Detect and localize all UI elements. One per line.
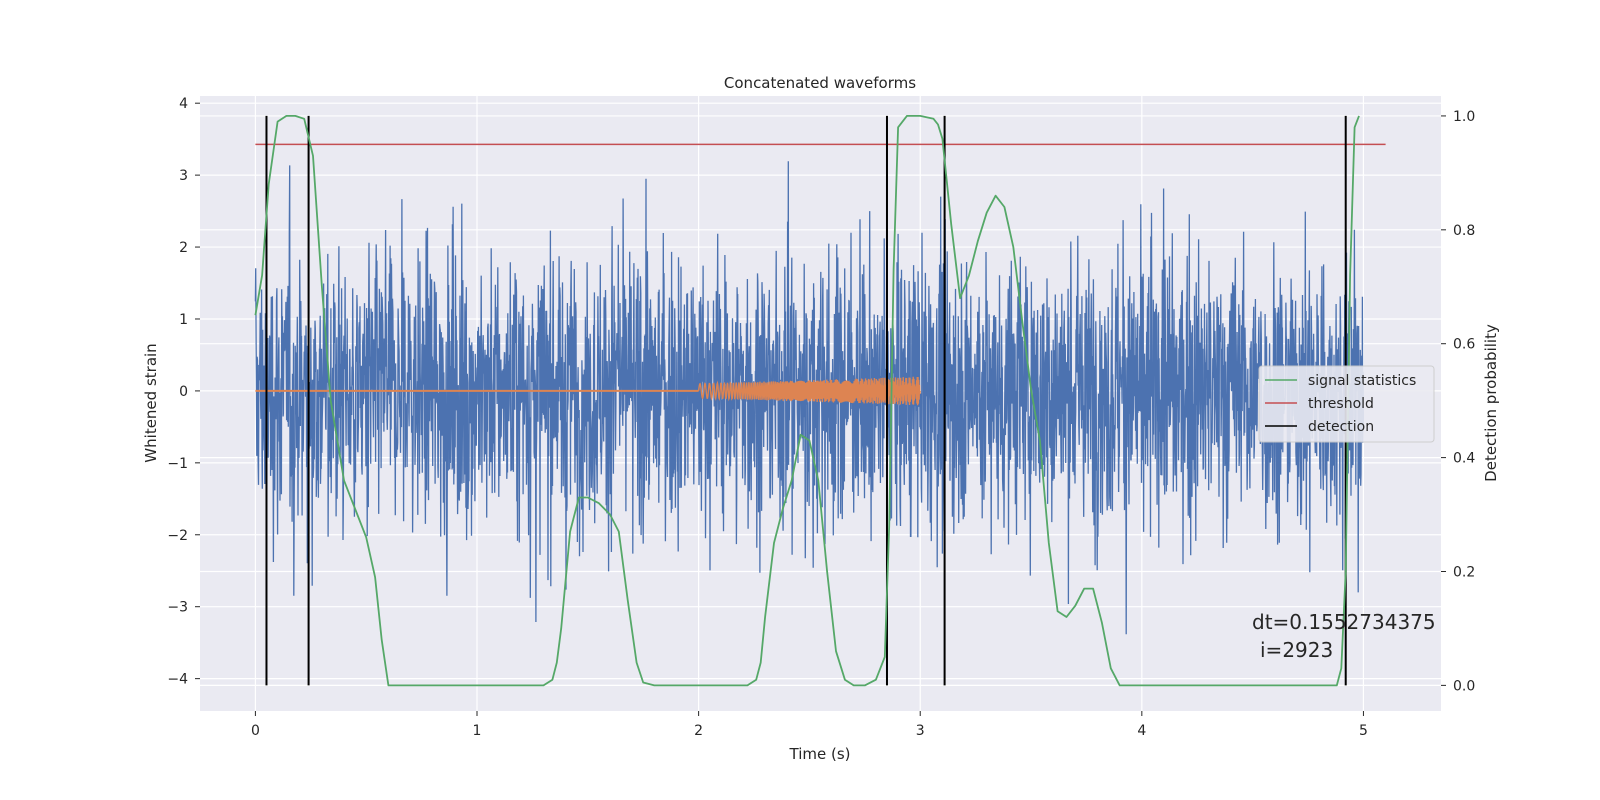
left-y-tick-label: 2 — [179, 240, 188, 256]
x-axis-label: Time (s) — [789, 745, 851, 763]
right-y-axis-label: Detection probability — [1482, 324, 1500, 482]
x-tick-label: 2 — [694, 723, 703, 739]
legend-box — [1258, 365, 1435, 443]
x-tick-label: 1 — [473, 723, 482, 739]
chart-title: Concatenated waveforms — [724, 74, 916, 92]
x-tick-labels: 0 1 2 3 4 5 — [251, 711, 1368, 739]
left-y-tick-label: 3 — [179, 168, 188, 184]
legend-label-signal-statistics: signal statistics — [1308, 373, 1416, 389]
strain-noise-series — [254, 161, 1365, 635]
left-y-tick-labels: −4 −3 −2 −1 0 1 2 3 4 — [167, 96, 200, 688]
right-y-tick-label: 0.8 — [1453, 223, 1475, 239]
waveform-chirp-segment — [697, 376, 921, 406]
right-y-tick-label: 1.0 — [1453, 109, 1475, 125]
legend: signal statistics threshold detection — [1258, 365, 1435, 443]
left-y-axis-label: Whitened strain — [142, 343, 160, 462]
left-y-tick-label: 1 — [179, 312, 188, 328]
left-y-tick-label: 0 — [179, 384, 188, 400]
right-y-tick-label: 0.2 — [1453, 564, 1475, 580]
x-tick-label: 4 — [1137, 723, 1146, 739]
right-y-tick-labels: 0.0 0.2 0.4 0.6 0.8 1.0 — [1441, 109, 1475, 694]
annotation-dt: dt=0.1552734375 — [1252, 610, 1436, 634]
annotation-i: i=2923 — [1260, 638, 1333, 662]
left-y-tick-label: 4 — [179, 96, 188, 112]
signal-statistics-line — [254, 115, 1360, 687]
right-y-tick-label: 0.4 — [1453, 451, 1475, 467]
signal-statistics-series — [254, 115, 1360, 687]
left-y-tick-label: −2 — [167, 528, 188, 544]
left-y-tick-label: −4 — [167, 672, 188, 688]
x-tick-label: 3 — [916, 723, 925, 739]
x-tick-label: 0 — [251, 723, 260, 739]
strain-noise-line — [254, 161, 1365, 635]
legend-label-detection: detection — [1308, 419, 1374, 435]
legend-label-threshold: threshold — [1308, 396, 1374, 412]
right-y-tick-label: 0.0 — [1453, 678, 1475, 694]
x-tick-label: 5 — [1359, 723, 1368, 739]
left-y-tick-label: −1 — [167, 456, 188, 472]
left-y-tick-label: −3 — [167, 600, 188, 616]
right-y-tick-label: 0.6 — [1453, 337, 1475, 353]
